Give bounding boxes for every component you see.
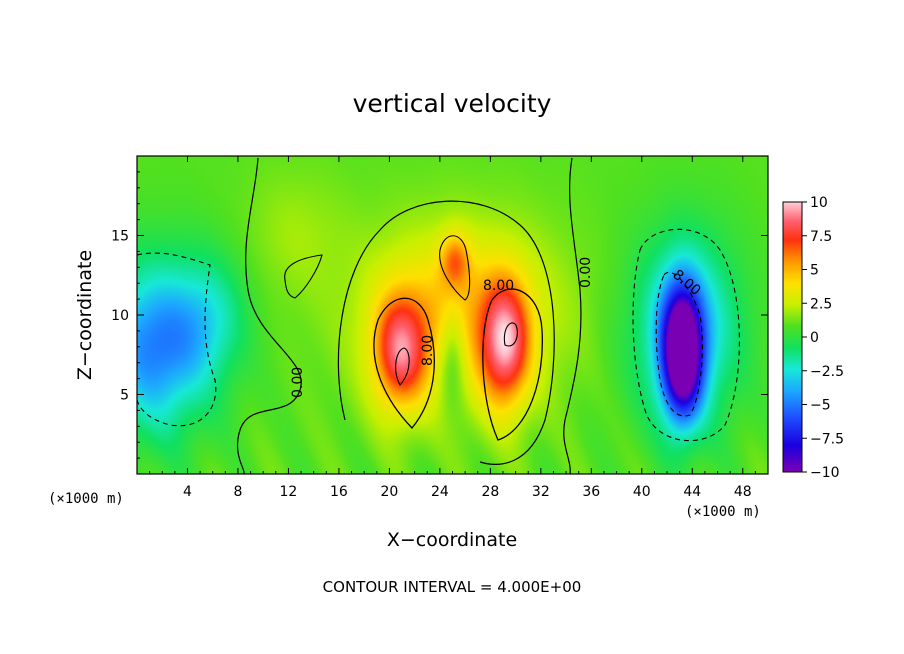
x-tick-label: 28 <box>481 484 499 500</box>
contour-inner-right <box>503 322 518 347</box>
x-tick-label: 36 <box>582 484 600 500</box>
chart-title: vertical velocity <box>353 89 552 118</box>
colorbar-ticks: 10 7.5 5 2.5 0 −2.5 −5 −7.5 −10 <box>802 195 844 481</box>
contour-0-left <box>236 157 302 475</box>
velocity-field <box>137 156 768 474</box>
x-unit-right: (×1000 m) <box>685 504 761 520</box>
contour-neg-right-inner <box>655 272 703 417</box>
contour-interval-note: CONTOUR INTERVAL = 4.000E+00 <box>323 578 582 596</box>
y-tick-label: 5 <box>120 388 129 404</box>
x-tick-label: 4 <box>183 484 192 500</box>
x-tick-label: 24 <box>431 484 449 500</box>
x-tick-label: 32 <box>532 484 550 500</box>
x-tick-label: 20 <box>380 484 398 500</box>
contour-neg-right <box>632 228 740 442</box>
colorbar-tick-label: −10 <box>810 465 840 481</box>
contour-neg-left <box>136 252 217 427</box>
colorbar: 10 7.5 5 2.5 0 −2.5 −5 −7.5 −10 <box>782 195 844 481</box>
x-tick-label: 12 <box>280 484 298 500</box>
contour-8-left <box>373 297 435 429</box>
contour-0-right <box>563 157 582 475</box>
contour-0-blob <box>284 254 323 299</box>
x-tick-label: 44 <box>683 484 701 500</box>
contour-label-2: 8.00 <box>420 335 436 366</box>
x-tick-label: 16 <box>330 484 348 500</box>
contour-label-1: 8.00 <box>483 278 514 294</box>
colorbar-tick-label: −2.5 <box>810 364 844 380</box>
colorbar-tick-label: 7.5 <box>810 229 832 245</box>
y-axis: 5 10 15 <box>111 171 768 459</box>
x-axis: 4 8 12 16 20 24 28 32 36 40 44 48 <box>149 156 756 500</box>
plot-area: 8.00 8.00 8.00 0.00 0.00 <box>136 155 769 475</box>
contour-4-central <box>337 200 555 465</box>
x-tick-label: 8 <box>233 484 242 500</box>
contour-label-4: 0.00 <box>578 257 594 288</box>
contour-8-right <box>482 288 543 441</box>
y-tick-label: 15 <box>111 229 129 245</box>
colorbar-tick-label: 2.5 <box>810 296 832 312</box>
colorbar-tick-label: −5 <box>810 398 831 414</box>
contour-lines <box>136 157 740 475</box>
colorbar-gradient <box>782 201 803 473</box>
x-axis-label: X−coordinate <box>387 529 517 551</box>
contour-top-lobe <box>439 235 471 301</box>
colorbar-tick-label: 0 <box>810 330 819 346</box>
colorbar-tick-label: 5 <box>810 263 819 279</box>
y-tick-label: 10 <box>111 308 129 324</box>
contour-label-5: 0.00 <box>290 367 306 398</box>
colorbar-tick-label: −7.5 <box>810 431 844 447</box>
contour-inner-left <box>395 347 410 386</box>
colorbar-tick-label: 10 <box>810 195 828 211</box>
x-tick-label: 40 <box>633 484 651 500</box>
y-axis-label: Z−coordinate <box>74 250 96 380</box>
x-tick-label: 48 <box>734 484 752 500</box>
x-unit-left: (×1000 m) <box>48 491 124 507</box>
